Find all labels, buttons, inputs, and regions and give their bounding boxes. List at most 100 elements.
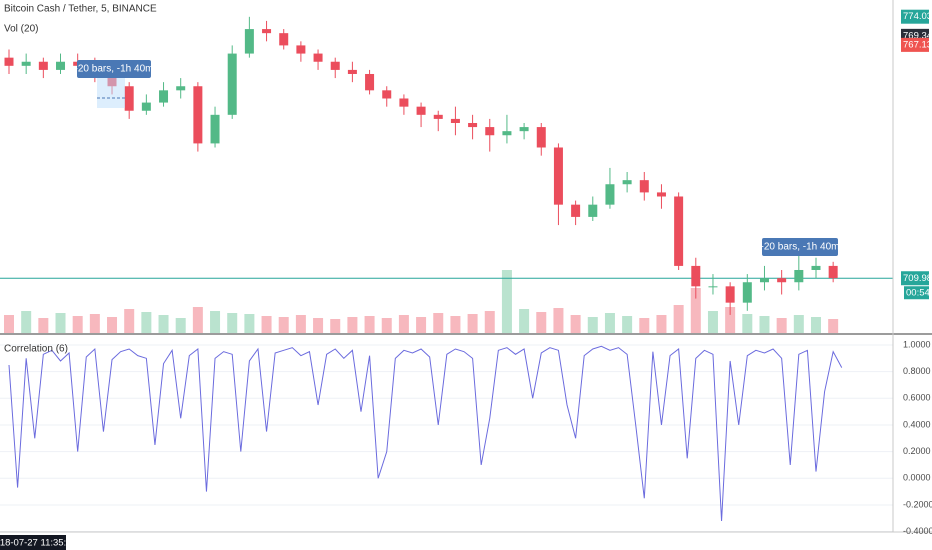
- volume-bar: [707, 311, 718, 333]
- volume-bar: [604, 313, 615, 333]
- volume-bar: [828, 319, 839, 333]
- y-tick-label: 0.4000: [903, 419, 931, 429]
- volume-bar: [501, 270, 512, 333]
- candle-body: [365, 73, 375, 91]
- candle-body: [553, 147, 563, 205]
- volume-bar: [793, 315, 804, 333]
- volume-bar: [364, 316, 375, 333]
- measure-area: [97, 78, 125, 108]
- candle-body: [691, 265, 701, 287]
- volume-bar: [210, 311, 221, 333]
- candle-body: [725, 286, 735, 303]
- candle-body: [777, 278, 787, 283]
- volume-bar: [519, 309, 530, 333]
- volume-bar: [313, 318, 324, 333]
- candle-body: [159, 90, 169, 103]
- volume-bar: [690, 288, 701, 333]
- candle-body: [176, 86, 186, 91]
- last-price-label: 709.98: [903, 273, 932, 284]
- price-label: 769.34: [903, 30, 932, 41]
- cursor-time-box: [0, 535, 66, 550]
- cursor-time: 2018-07-27 11:35:00: [0, 538, 77, 549]
- volume-bar: [536, 312, 547, 333]
- volume-bar: [484, 311, 495, 333]
- grid-layer: [0, 344, 893, 533]
- volume-bar: [295, 315, 306, 333]
- volume-bar: [347, 317, 358, 333]
- candle-body: [210, 114, 220, 144]
- y-tick-label: 1.0000: [903, 339, 931, 349]
- volume-bar: [227, 313, 238, 333]
- volume-bar: [55, 313, 66, 333]
- candle-body: [21, 61, 31, 66]
- candle-body: [536, 127, 546, 148]
- candle-body: [382, 90, 392, 99]
- volume-bar: [759, 316, 770, 333]
- y-tick-label: -0.2000: [903, 499, 932, 509]
- candle-body: [279, 33, 289, 46]
- candle-body: [742, 282, 752, 303]
- candle-body: [794, 269, 804, 283]
- volume-bar: [89, 314, 100, 333]
- volume-bar: [570, 315, 581, 333]
- candle-body: [38, 61, 48, 70]
- volume-bar: [398, 315, 409, 333]
- volume-bar: [38, 318, 49, 333]
- candle-body: [193, 86, 203, 144]
- volume-bar: [261, 316, 272, 333]
- volume-bar: [141, 312, 152, 333]
- volume-bar: [810, 317, 821, 333]
- candle-body: [4, 57, 14, 66]
- candle-body: [708, 286, 718, 288]
- countdown-box: [904, 286, 929, 300]
- volume-bar: [450, 316, 461, 333]
- volume-bar: [381, 318, 392, 333]
- candle-body: [571, 204, 581, 217]
- candle-body: [605, 184, 615, 205]
- candle-body: [347, 69, 357, 74]
- volume-bar: [622, 316, 633, 333]
- plot-layer: -20 bars, -1h 40m -20 bars, -1h 40m: [0, 16, 893, 521]
- volume-bar: [158, 315, 169, 333]
- volume-bar: [725, 307, 736, 333]
- candle-body: [485, 127, 495, 136]
- volume-bar: [4, 315, 14, 333]
- candle-body: [141, 102, 151, 111]
- candle-body: [468, 122, 478, 128]
- candle-body: [450, 118, 460, 123]
- volume-bar: [416, 317, 427, 333]
- candle-body: [811, 265, 821, 270]
- volume-bar: [742, 314, 753, 333]
- candle-body: [56, 61, 66, 70]
- volume-bar: [639, 318, 650, 333]
- candle-body: [759, 278, 769, 283]
- candle-body: [416, 106, 426, 115]
- volume-bar: [673, 305, 684, 333]
- candle-body: [588, 204, 598, 217]
- volume-label: Vol (20): [4, 24, 38, 35]
- candle-body: [639, 180, 649, 193]
- last-price-box: [901, 271, 929, 286]
- candle-body: [622, 180, 632, 185]
- volume-bar: [587, 317, 598, 333]
- price-label-box: [901, 37, 929, 52]
- price-label: 767.13: [903, 39, 932, 50]
- volume-bar: [244, 314, 255, 333]
- volume-bar: [175, 318, 186, 333]
- candle-body: [262, 29, 272, 34]
- volume-bar: [124, 309, 135, 333]
- volume-bar: [278, 317, 289, 333]
- candle-body: [227, 53, 237, 115]
- volume-bar: [776, 318, 787, 333]
- candle-body: [330, 61, 340, 70]
- volume-bar: [72, 316, 83, 333]
- y-tick-label: 0.2000: [903, 446, 931, 456]
- candle-body: [399, 98, 409, 107]
- volume-bar: [21, 311, 32, 333]
- measure-label-box: [762, 238, 838, 256]
- volume-bar: [656, 315, 667, 333]
- y-tick-label: 0.6000: [903, 393, 931, 403]
